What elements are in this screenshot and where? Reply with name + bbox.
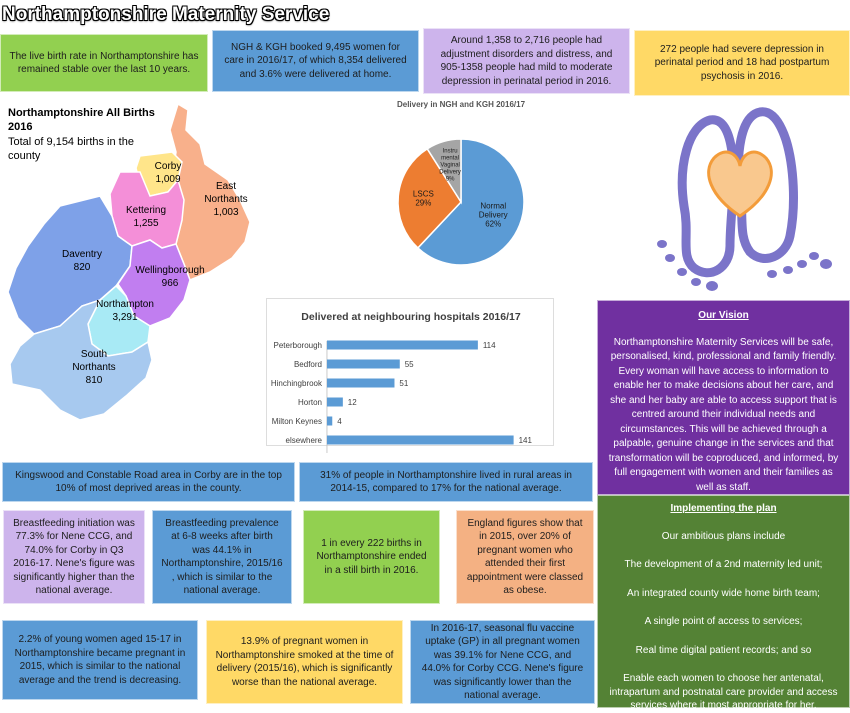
corby-name: Corby [154, 161, 182, 172]
bar-category-label: elsewhere [286, 436, 323, 445]
northampton-value: 3,291 [112, 312, 138, 323]
plan-heading: Implementing the plan [670, 503, 777, 514]
map-header: Northamptonshire All Births 2016 Total o… [8, 106, 158, 163]
severe-depression-fact: 272 people had severe depression in peri… [634, 30, 850, 96]
obesity-fact: England figures show that in 2015, over … [456, 510, 594, 604]
plan-item: A single point of access to services; [644, 616, 803, 627]
plan-item: The development of a 2nd maternity led u… [624, 559, 823, 570]
bar-category-label: Bedford [294, 360, 322, 369]
pie-slice [426, 138, 462, 205]
rural-fact: 31% of people in Northamptonshire lived … [299, 462, 593, 502]
feet-heart-graphic [640, 96, 850, 296]
plan-item: An integrated county wide home birth tea… [627, 587, 820, 599]
teen-pregnancy-fact: 2.2% of young women aged 15-17 in Northa… [2, 620, 198, 700]
smoking-fact: 13.9% of pregnant women in Northamptonsh… [206, 620, 403, 704]
breastfeeding-prevalence-fact: Breastfeeding prevalence at 6-8 weeks af… [152, 510, 292, 604]
south-northants-line1: South [80, 349, 108, 360]
kettering-value: 1,255 [133, 218, 159, 229]
label-northampton: Northampton 3,291 [90, 298, 160, 324]
east-northants-line1: East [215, 181, 236, 192]
births-map: Northamptonshire All Births 2016 Total o… [0, 96, 262, 456]
feet-heart-svg [657, 107, 832, 291]
east-northants-value: 1,003 [213, 207, 239, 218]
pie-slice-label: Normal Delivery 62% [479, 201, 508, 228]
vision-heading: Our Vision [698, 310, 749, 321]
bar-category-label: Hinchingbrook [271, 379, 323, 388]
south-northants-value: 810 [85, 375, 103, 386]
bar-value-label: 55 [405, 360, 414, 369]
bar-category-label: Milton Keynes [272, 417, 322, 426]
label-corby: Corby 1,009 [148, 160, 188, 186]
bar-category-label: Horton [298, 398, 322, 407]
heart-icon [707, 150, 773, 218]
pie-svg: Normal Delivery 62% LSCS 29% Instru mental Vagi… [397, 138, 525, 266]
neighbouring-hospitals-chart: Delivered at neighbouring hospitals 2016… [266, 298, 554, 453]
bar-value-label: 141 [519, 436, 533, 445]
toes-icon [657, 240, 832, 291]
wellingborough-name: Wellingborough [135, 265, 205, 276]
bar [326, 397, 343, 407]
page-title: Northamptonshire Maternity Service [2, 4, 330, 25]
pie-slice-label: Instru mental Vaginal Delivery 9% [439, 148, 461, 182]
pie-slice [416, 138, 525, 266]
wellingborough-value: 966 [161, 278, 179, 289]
label-south-northants: South Northants 810 [64, 348, 124, 387]
plan-panel: Implementing the plan Our ambitious plan… [597, 495, 850, 711]
bar-value-label: 51 [399, 379, 408, 388]
flu-vaccine-fact: In 2016-17, seasonal flu vaccine uptake … [410, 620, 595, 704]
bar [326, 416, 333, 426]
east-northants-line2: Northants [204, 194, 248, 205]
deprived-area-fact: Kingswood and Constable Road area in Cor… [2, 462, 295, 502]
bar [326, 340, 478, 350]
region-wellingborough [117, 239, 191, 327]
label-daventry: Daventry 820 [52, 248, 112, 274]
live-birth-fact: The live birth rate in Northamptonshire … [0, 34, 208, 92]
label-wellingborough: Wellingborough 966 [128, 264, 212, 290]
adjustment-fact: Around 1,358 to 2,716 people had adjustm… [423, 28, 630, 94]
delivery-pie-chart: Delivery in NGH and KGH 2016/17 Normal De… [330, 96, 592, 286]
south-northants-line2: Northants [72, 362, 116, 373]
vision-text: Northamptonshire Maternity Services will… [608, 336, 839, 493]
bar-value-label: 4 [337, 417, 342, 426]
region-south-northants [9, 298, 153, 421]
vision-panel: Our Vision Northamptonshire Maternity Se… [597, 300, 850, 495]
bar-chart-title: Delivered at neighbouring hospitals 2016… [301, 311, 521, 323]
pie-chart-title: Delivery in NGH and KGH 2016/17 [396, 100, 526, 109]
bar-svg: Peterborough 114 Bedford 55 Hinchingbrook 51 H… [271, 340, 533, 453]
bar [326, 378, 395, 388]
plan-item: Our ambitious plans include [661, 530, 786, 542]
daventry-value: 820 [73, 262, 91, 273]
bar-value-label: 114 [483, 341, 496, 350]
bar [326, 359, 400, 369]
bar [326, 435, 514, 445]
plan-item: Enable each women to choose her antenata… [609, 673, 838, 711]
map-svg [7, 102, 251, 421]
corby-value: 1,009 [155, 174, 181, 185]
plan-item: Real time digital patient records; and s… [635, 644, 812, 656]
breastfeeding-initiation-fact: Breastfeeding initiation was 77.3% for N… [3, 510, 145, 604]
kettering-name: Kettering [125, 205, 167, 216]
map-title: Northamptonshire All Births 2016 [8, 107, 155, 134]
bar-category-label: Peterborough [274, 341, 322, 350]
northampton-name: Northampton [96, 299, 154, 310]
label-east-northants: East Northants 1,003 [196, 180, 256, 219]
map-subtitle: Total of 9,154 births in the county [8, 135, 134, 162]
label-kettering: Kettering 1,255 [116, 204, 176, 230]
pie-slice [397, 147, 462, 249]
booked-fact: NGH & KGH booked 9,495 women for care in… [212, 30, 419, 92]
stillbirth-fact: 1 in every 222 births in Northamptonshir… [303, 510, 440, 604]
bar-value-label: 12 [348, 398, 357, 407]
daventry-name: Daventry [61, 249, 102, 260]
pie-slice-label: LSCS 29% [413, 190, 434, 208]
